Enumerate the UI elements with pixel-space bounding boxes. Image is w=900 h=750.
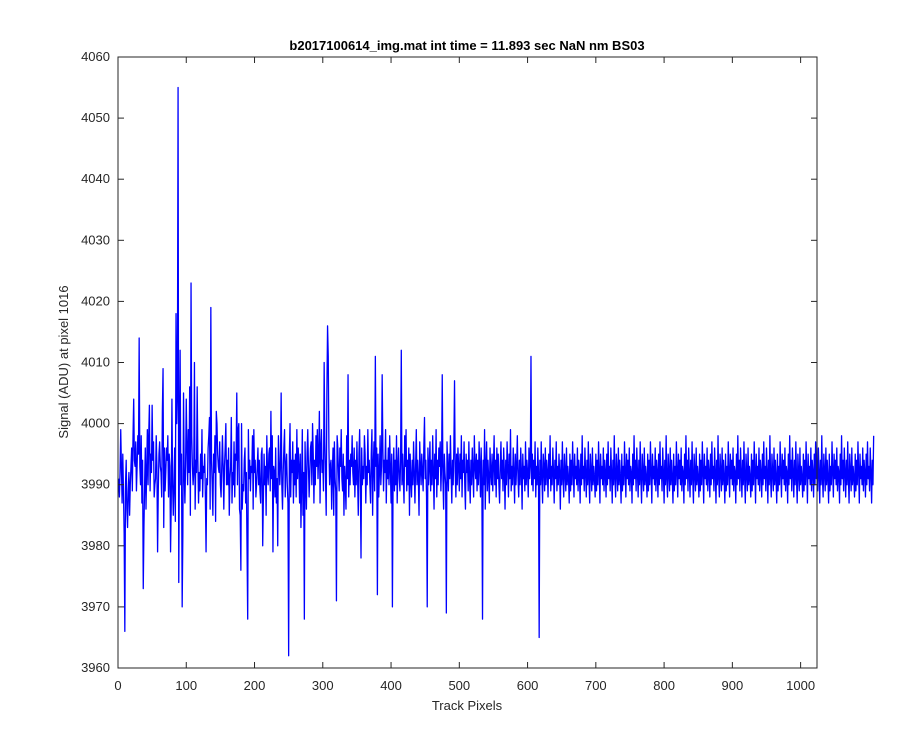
y-tick-label: 4050 (81, 110, 110, 125)
x-tick-label: 400 (380, 678, 402, 693)
x-tick-label: 300 (312, 678, 334, 693)
y-tick-label: 4040 (81, 171, 110, 186)
x-axis-label: Track Pixels (432, 698, 503, 713)
signal-series-line (118, 86, 875, 657)
x-tick-label: 1000 (786, 678, 815, 693)
axes-box (117, 56, 818, 669)
series-layer (118, 86, 875, 657)
x-tick-label: 800 (653, 678, 675, 693)
y-tick-label: 3990 (81, 477, 110, 492)
x-tick-label: 200 (244, 678, 266, 693)
y-tick-label: 3960 (81, 660, 110, 675)
x-tick-label: 700 (585, 678, 607, 693)
y-tick-label: 4020 (81, 293, 110, 308)
y-tick-label: 3970 (81, 599, 110, 614)
y-axis-label: Signal (ADU) at pixel 1016 (56, 285, 71, 438)
y-tick-label: 4000 (81, 416, 110, 431)
y-tick-label: 4030 (81, 232, 110, 247)
x-tick-label: 100 (175, 678, 197, 693)
y-tick-label: 4010 (81, 355, 110, 370)
x-tick-label: 900 (722, 678, 744, 693)
ticks-layer: 0 100 200 300 400 500 600 700 800 900 1000 3960 3970… (81, 49, 817, 693)
x-tick-label: 0 (114, 678, 121, 693)
x-tick-label: 600 (517, 678, 539, 693)
plot-area (118, 57, 817, 668)
y-tick-label: 3980 (81, 538, 110, 553)
chart-title: b2017100614_img.mat int time = 11.893 se… (289, 38, 644, 53)
x-tick-label: 500 (448, 678, 470, 693)
y-tick-label: 4060 (81, 49, 110, 64)
